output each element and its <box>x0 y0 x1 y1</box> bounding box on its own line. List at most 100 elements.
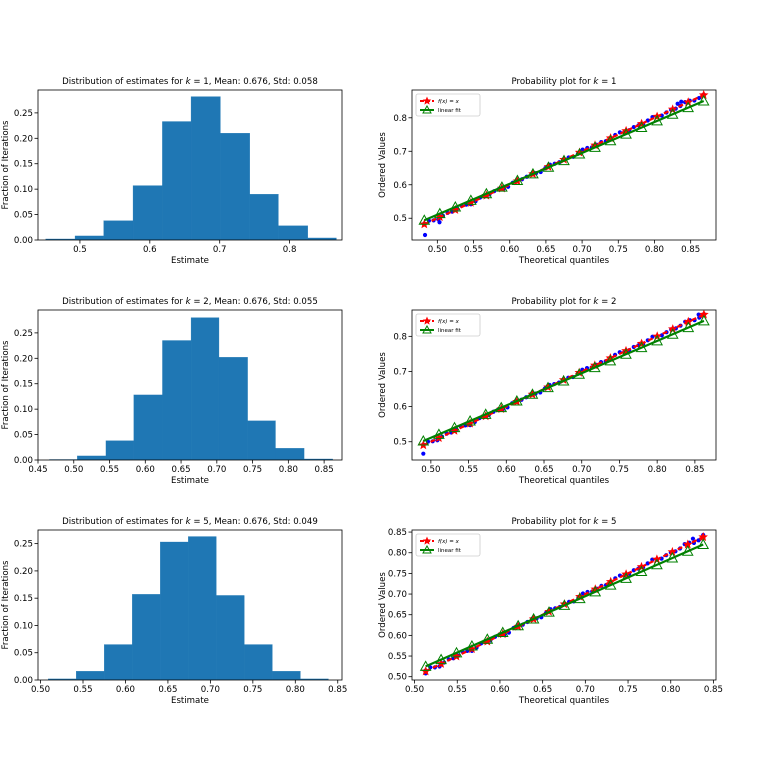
histogram-bar <box>275 448 305 460</box>
y-tick-label: 0.15 <box>14 380 33 390</box>
legend-label: f(x) = x <box>438 539 460 545</box>
fit-marker <box>651 334 664 346</box>
fit-marker <box>479 408 492 419</box>
identity-marker <box>699 310 709 319</box>
fit-marker <box>448 421 461 433</box>
x-axis-label: Theoretical quantiles <box>518 696 610 706</box>
fit-marker <box>681 545 694 556</box>
y-tick-label: 0.10 <box>14 185 33 195</box>
fit-marker <box>573 368 586 379</box>
fit-line <box>422 319 705 443</box>
fit-marker <box>495 401 508 413</box>
chart-title-variable: k <box>593 77 599 87</box>
fit-marker <box>543 606 555 617</box>
x-tick-label: 0.60 <box>500 245 519 255</box>
histogram-bar <box>103 220 134 240</box>
fit-marker <box>604 579 617 590</box>
y-tick-label: 0.75 <box>388 569 407 579</box>
fit-marker <box>480 187 493 199</box>
fit-marker <box>527 167 539 179</box>
fit-marker <box>666 108 679 119</box>
fit-marker <box>651 114 663 126</box>
y-tick-label: 0.10 <box>14 405 33 415</box>
y-tick-label: 0.20 <box>14 134 33 144</box>
histogram-bar <box>244 644 273 680</box>
x-tick-label: 0.85 <box>685 465 704 475</box>
identity-marker <box>590 360 600 370</box>
histogram-bar <box>220 133 250 240</box>
legend-triangle-icon <box>422 104 432 114</box>
y-tick-label: 0.00 <box>14 456 33 466</box>
identity-marker <box>467 643 477 653</box>
identity-marker <box>667 546 678 556</box>
y-tick-label: 0.6 <box>393 181 407 191</box>
data-point <box>696 95 702 101</box>
fit-marker <box>604 134 617 146</box>
chart-title-prefix: Distribution of estimates for <box>62 77 185 87</box>
fit-marker <box>589 585 602 597</box>
fit-marker <box>466 640 478 651</box>
fit-marker <box>557 374 570 386</box>
chart-panel-2: Probability plot for k = 1 f(x) = x linear… <box>378 77 717 266</box>
x-tick-label: 0.45 <box>28 465 47 475</box>
y-tick-label: 0.25 <box>14 329 33 339</box>
chart-title-suffix: = 1, Mean: 0.676, Std: 0.058 <box>191 77 318 87</box>
data-point <box>675 101 680 106</box>
x-tick-label: 0.80 <box>648 465 667 475</box>
chart-title-suffix: = 5, Mean: 0.676, Std: 0.049 <box>191 517 318 527</box>
fit-marker <box>526 388 539 399</box>
chart-title-prefix: Probability plot for <box>511 517 593 527</box>
y-tick-label: 0.05 <box>14 211 33 221</box>
y-tick-label: 0.20 <box>14 567 33 577</box>
legend-label: linear fit <box>438 108 462 114</box>
y-tick-label: 0.10 <box>14 621 33 631</box>
data-point <box>422 232 428 238</box>
fit-marker <box>464 414 476 426</box>
y-tick-label: 0.8 <box>393 332 407 342</box>
x-tick-label: 0.70 <box>207 465 226 475</box>
x-tick-label: 0.85 <box>681 245 700 255</box>
y-axis-label: Ordered Values <box>378 352 388 418</box>
chart-title-variable: k <box>593 297 599 307</box>
fit-marker <box>682 321 695 333</box>
chart-panel-1: Distribution of estimates for k = 1, Mea… <box>1 77 343 266</box>
y-tick-label: 0.6 <box>393 403 407 413</box>
legend: f(x) = x linear fit <box>415 93 481 117</box>
x-tick-label: 0.75 <box>609 245 628 255</box>
y-axis-label: Ordered Values <box>378 132 388 198</box>
plot-frame <box>411 529 717 681</box>
chart-title: Probability plot for k = 2 <box>511 297 616 307</box>
plot-frame <box>411 89 717 241</box>
chart-title: Distribution of estimates for k = 1, Mea… <box>62 77 318 87</box>
x-tick-label: 0.70 <box>572 465 591 475</box>
fit-marker <box>620 348 632 359</box>
histogram-bar <box>132 594 161 680</box>
histogram-bar <box>190 317 220 460</box>
identity-marker <box>683 539 693 549</box>
fit-marker <box>419 660 432 671</box>
fit-marker <box>558 599 571 610</box>
fit-marker <box>635 341 648 353</box>
x-tick-label: 0.85 <box>704 685 723 695</box>
chart-title: Distribution of estimates for k = 2, Mea… <box>62 297 318 307</box>
fit-marker <box>542 381 554 393</box>
x-tick-label: 0.70 <box>576 685 595 695</box>
x-tick-label: 0.8 <box>283 245 297 255</box>
y-tick-label: 0.5 <box>393 214 407 224</box>
fit-marker <box>635 565 648 577</box>
fit-marker <box>666 328 679 339</box>
chart-title-variable: k <box>186 297 192 307</box>
data-point <box>645 118 650 123</box>
identity-marker <box>449 425 460 435</box>
legend-label: f(x) = x <box>438 99 460 105</box>
legend-label: f(x) = x <box>438 319 460 325</box>
histogram-bar <box>162 121 192 240</box>
legend-label: linear fit <box>438 548 462 554</box>
x-tick-label: 0.50 <box>421 465 440 475</box>
x-tick-label: 0.65 <box>536 245 555 255</box>
y-tick-label: 0.70 <box>388 590 407 600</box>
legend-star-icon <box>422 316 432 325</box>
plot-area <box>49 317 333 460</box>
chart-panel-6: Probability plot for k = 5 f(x) = x linear… <box>378 517 723 706</box>
fit-marker <box>450 646 463 658</box>
